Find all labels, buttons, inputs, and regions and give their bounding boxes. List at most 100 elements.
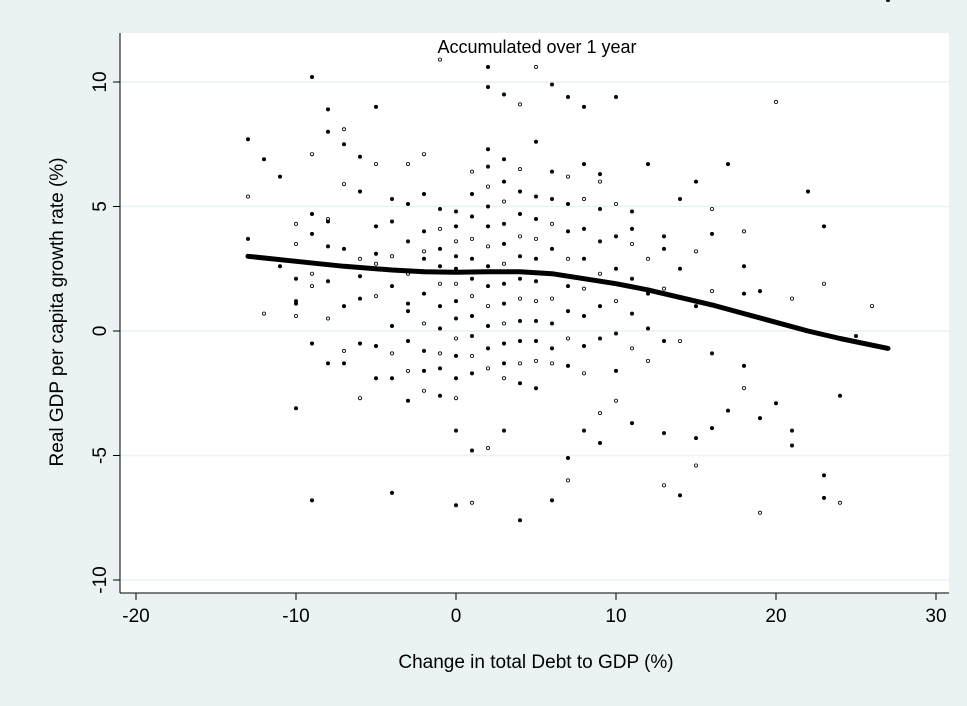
data-point — [389, 197, 394, 202]
data-point — [373, 251, 378, 256]
data-point — [710, 231, 715, 236]
data-point — [678, 266, 683, 271]
data-point — [309, 271, 314, 276]
y-axis-ticks: -10 -5 0 5 10 — [90, 71, 120, 594]
data-point — [469, 448, 474, 453]
data-point — [325, 279, 330, 284]
data-point — [501, 261, 506, 266]
data-point — [582, 256, 587, 261]
data-point — [357, 256, 362, 261]
data-point — [261, 157, 266, 162]
x-tick-label: 0 — [451, 606, 462, 627]
data-point — [453, 353, 458, 358]
data-point — [630, 421, 635, 426]
data-point — [518, 254, 523, 259]
data-point — [485, 164, 490, 169]
data-point — [341, 304, 346, 309]
data-point — [822, 495, 827, 500]
data-point — [518, 189, 523, 194]
data-point — [325, 361, 330, 366]
data-point — [245, 194, 250, 199]
data-point — [566, 94, 571, 99]
data-point — [309, 231, 314, 236]
data-point — [534, 256, 539, 261]
data-point — [614, 331, 619, 336]
data-point — [614, 398, 619, 403]
data-point — [421, 256, 426, 261]
data-point — [437, 326, 442, 331]
data-point — [437, 264, 442, 269]
data-point — [357, 341, 362, 346]
data-point — [389, 490, 394, 495]
data-point — [501, 341, 506, 346]
data-point — [405, 162, 410, 167]
data-point — [534, 319, 539, 324]
data-point — [582, 104, 587, 109]
data-point — [614, 266, 619, 271]
data-point — [598, 411, 603, 416]
data-point — [550, 169, 555, 174]
data-point — [501, 179, 506, 184]
data-point — [774, 401, 779, 406]
data-point — [421, 388, 426, 393]
data-point — [501, 361, 506, 366]
data-point — [469, 214, 474, 219]
data-point — [566, 455, 571, 460]
data-point — [469, 256, 474, 261]
data-point — [373, 104, 378, 109]
data-point — [485, 65, 490, 70]
data-point — [518, 381, 523, 386]
data-point — [886, 0, 890, 2]
data-point — [405, 301, 410, 306]
data-point — [261, 311, 266, 316]
data-point — [694, 463, 699, 468]
data-point — [598, 304, 603, 309]
data-point — [357, 189, 362, 194]
data-point — [566, 284, 571, 289]
data-point — [485, 324, 490, 329]
data-point — [550, 361, 555, 366]
data-point — [485, 84, 490, 89]
data-point — [598, 179, 603, 184]
data-point — [309, 152, 314, 157]
data-point — [566, 309, 571, 314]
data-point — [453, 281, 458, 286]
data-point — [790, 296, 795, 301]
data-point — [518, 338, 523, 343]
x-axis-label: Change in total Debt to GDP (%) — [398, 652, 673, 673]
y-tick-label: 10 — [90, 71, 111, 92]
data-point — [437, 57, 442, 62]
data-point — [453, 428, 458, 433]
data-point — [485, 224, 490, 229]
data-point — [694, 304, 699, 309]
data-point — [469, 192, 474, 197]
data-point — [421, 192, 426, 197]
data-point — [373, 376, 378, 381]
data-point — [518, 276, 523, 281]
data-point — [518, 296, 523, 301]
data-point — [710, 426, 715, 431]
data-point — [534, 386, 539, 391]
data-point — [501, 321, 506, 326]
data-point — [518, 234, 523, 239]
data-point — [646, 256, 651, 261]
data-point — [405, 202, 410, 207]
data-point — [485, 184, 490, 189]
data-point — [790, 443, 795, 448]
data-point — [646, 162, 651, 167]
data-point — [550, 321, 555, 326]
data-point — [293, 276, 298, 281]
data-point — [485, 366, 490, 371]
data-point — [550, 82, 555, 87]
gridlines — [120, 81, 949, 581]
data-point — [453, 316, 458, 321]
data-point — [598, 271, 603, 276]
data-point — [822, 224, 827, 229]
data-point — [742, 363, 747, 368]
data-point — [437, 246, 442, 251]
data-point — [614, 299, 619, 304]
data-point — [582, 314, 587, 319]
data-point — [838, 393, 843, 398]
y-axis-label: Real GDP per capita growth rate (%) — [47, 157, 68, 466]
data-point — [357, 296, 362, 301]
